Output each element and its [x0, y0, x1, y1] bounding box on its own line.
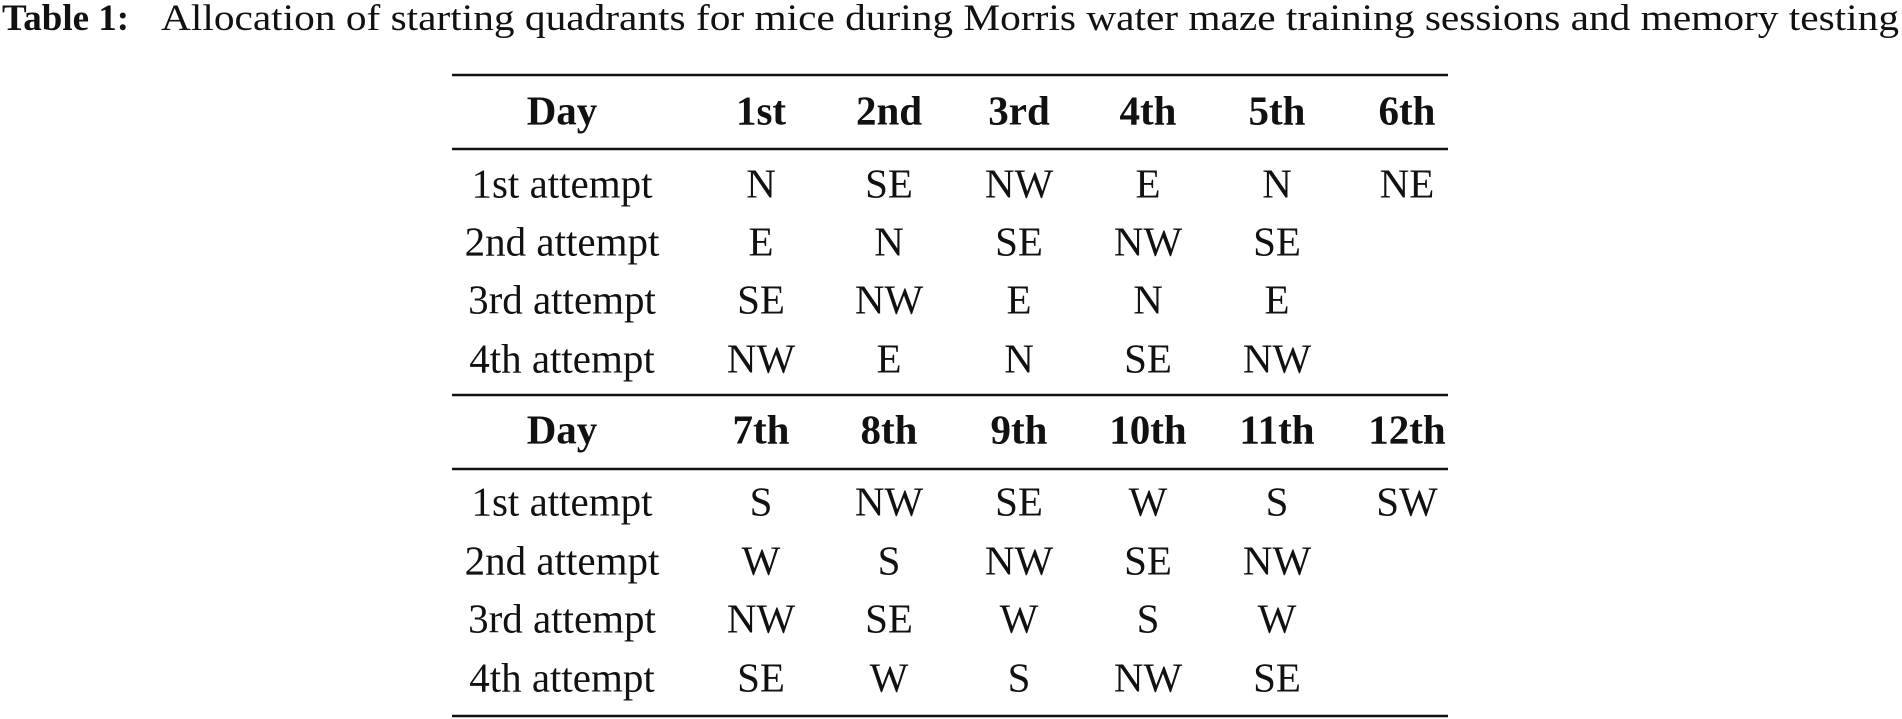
- cell: N: [746, 160, 776, 206]
- header-cell: 1st: [736, 87, 786, 133]
- header-cell: 9th: [991, 406, 1048, 452]
- header-cell: 11th: [1239, 406, 1314, 452]
- cell: 2nd attempt: [465, 537, 660, 583]
- cell: SE: [865, 595, 913, 641]
- cell: NW: [1114, 654, 1183, 700]
- header-cell: 3rd: [988, 87, 1050, 133]
- cell: SW: [1376, 478, 1438, 524]
- cell: NW: [727, 595, 796, 641]
- caption: Table 1: Allocation of starting quadrant…: [2, 0, 1899, 39]
- cell: 4th attempt: [469, 654, 655, 700]
- cell: NW: [855, 276, 924, 322]
- cell: SE: [865, 160, 913, 206]
- cell: SE: [737, 276, 785, 322]
- cell: S: [1137, 595, 1160, 641]
- cell: SE: [1253, 218, 1301, 264]
- cell: NW: [855, 478, 924, 524]
- cell: 3rd attempt: [468, 595, 656, 641]
- cell: N: [1262, 160, 1292, 206]
- cell: NW: [1243, 537, 1312, 583]
- header-cell: 12th: [1368, 406, 1446, 452]
- cell: SE: [1124, 335, 1172, 381]
- cell: S: [750, 478, 773, 524]
- header-cell: 7th: [733, 406, 790, 452]
- cell: NW: [985, 160, 1054, 206]
- cell: 2nd attempt: [465, 218, 660, 264]
- cell: 1st attempt: [471, 160, 653, 206]
- cell: N: [874, 218, 904, 264]
- cell: 3rd attempt: [468, 276, 656, 322]
- cell: SE: [1124, 537, 1172, 583]
- cell: SE: [1253, 654, 1301, 700]
- cell: SE: [737, 654, 785, 700]
- cell: NW: [985, 537, 1054, 583]
- caption-label: Table 1:: [2, 0, 129, 39]
- caption-text: Allocation of starting quadrants for mic…: [161, 0, 1899, 39]
- cell: W: [1258, 595, 1297, 641]
- cell: W: [1129, 478, 1168, 524]
- header-cell: 10th: [1109, 406, 1187, 452]
- header-cell: 5th: [1249, 87, 1306, 133]
- cell: NW: [1243, 335, 1312, 381]
- cell: N: [1133, 276, 1163, 322]
- header-cell: 2nd: [856, 87, 922, 133]
- cell: E: [1264, 276, 1289, 322]
- cell: W: [870, 654, 909, 700]
- header-cell: 8th: [861, 406, 918, 452]
- cell: S: [878, 537, 901, 583]
- cell: E: [748, 218, 773, 264]
- cell: S: [1008, 654, 1031, 700]
- cell: E: [876, 335, 901, 381]
- cell: W: [1000, 595, 1039, 641]
- cell: SE: [995, 478, 1043, 524]
- cell: E: [1006, 276, 1031, 322]
- cell: S: [1266, 478, 1289, 524]
- cell: E: [1135, 160, 1160, 206]
- cell: 1st attempt: [471, 478, 653, 524]
- cell: SE: [995, 218, 1043, 264]
- cell: W: [742, 537, 781, 583]
- cell: NW: [1114, 218, 1183, 264]
- header-cell: Day: [527, 406, 598, 452]
- header-cell: 4th: [1120, 87, 1177, 133]
- cell: 4th attempt: [469, 335, 655, 381]
- header-cell: 6th: [1379, 87, 1436, 133]
- cell: NW: [727, 335, 796, 381]
- cell: NE: [1380, 160, 1435, 206]
- header-cell: Day: [527, 87, 598, 133]
- cell: N: [1004, 335, 1034, 381]
